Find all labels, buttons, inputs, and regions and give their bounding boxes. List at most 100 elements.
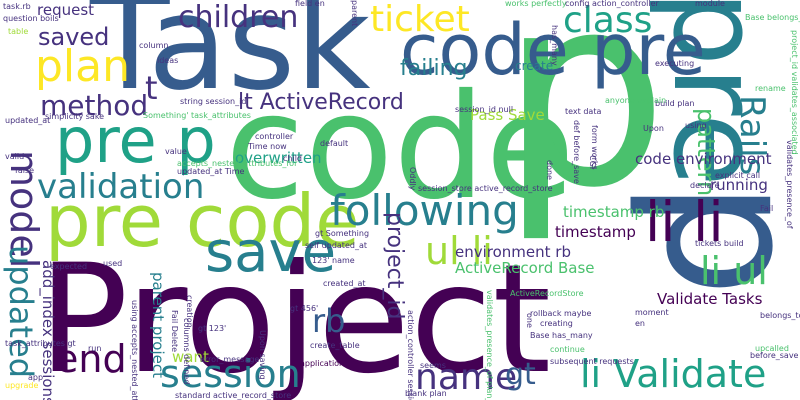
cloud-word: false: [15, 166, 35, 175]
cloud-word: failing: [400, 56, 468, 81]
cloud-word: end: [55, 337, 127, 381]
cloud-word: used: [103, 259, 123, 268]
cloud-word: child: [283, 154, 302, 163]
cloud-word: expected: [50, 262, 88, 271]
cloud-word: error_message: [200, 355, 260, 364]
cloud-word: running: [710, 176, 768, 194]
cloud-word: application: [300, 359, 345, 368]
cloud-word: string session_id: [180, 97, 247, 106]
cloud-word: Validate Tasks: [657, 290, 763, 308]
cloud-word: has_many: [550, 25, 559, 66]
cloud-word: upcalled: [755, 344, 789, 353]
cloud-word: gt 456': [290, 304, 319, 313]
cloud-word: executing: [655, 59, 695, 68]
cloud-word: declare: [690, 181, 720, 190]
cloud-word: def before_save: [572, 120, 581, 184]
cloud-word: name: [415, 357, 518, 398]
cloud-word: model: [2, 150, 46, 269]
cloud-word: tickets build: [695, 239, 744, 248]
cloud-word: 123' name: [312, 256, 355, 265]
cloud-word: session_store active_record_store: [418, 184, 553, 193]
cloud-word: Upon: [643, 124, 664, 133]
cloud-word: build plan: [655, 99, 695, 108]
cloud-word: environment rb: [455, 243, 571, 261]
cloud-word: updated_at Time: [177, 167, 245, 176]
cloud-word: li li: [645, 190, 724, 254]
cloud-word: overwritten: [235, 149, 322, 167]
cloud-word: task.rb: [3, 2, 31, 11]
cloud-word: self updated_at: [305, 241, 367, 250]
cloud-word: upgrade: [5, 381, 39, 390]
cloud-word: Fail: [760, 204, 774, 213]
cloud-word: Something' task_attributes: [143, 111, 251, 120]
cloud-word: plan: [35, 41, 131, 92]
cloud-word: lt ActiveRecord: [238, 90, 404, 115]
cloud-word: seems: [420, 361, 446, 370]
cloud-word: Fail Delete: [170, 310, 179, 353]
cloud-word: want: [172, 348, 209, 366]
cloud-word: method: [40, 89, 149, 122]
cloud-word: moment: [635, 308, 669, 317]
cloud-word: using: [685, 121, 707, 130]
cloud-word: blank plan: [405, 389, 447, 398]
cloud-word: request: [37, 1, 95, 19]
cloud-word: Base belongs_to: [745, 13, 800, 22]
cloud-word: rollback maybe: [530, 309, 592, 318]
cloud-word: pre p: [55, 104, 216, 177]
cloud-word: ActiveRecord Base: [455, 259, 595, 277]
cloud-word: p: [500, 0, 669, 246]
cloud-word: ticket: [370, 0, 470, 40]
cloud-word: config action_controller: [565, 0, 659, 8]
cloud-word: creation: [185, 295, 194, 328]
cloud-word: li ul: [700, 249, 768, 293]
cloud-word: code environment: [635, 150, 772, 168]
cloud-word: parent: [350, 0, 359, 27]
cloud-word: table: [8, 27, 29, 36]
cloud-word: CGI: [588, 155, 597, 170]
cloud-word: run: [88, 344, 102, 353]
cloud-word: children: [178, 0, 299, 35]
cloud-word: rb: [312, 302, 346, 340]
cloud-word: ideas: [157, 56, 179, 65]
cloud-word: Project: [38, 233, 552, 400]
cloud-word: action_controller session_store: [406, 310, 415, 400]
cloud-word: task_attributes gt: [5, 339, 76, 348]
cloud-word: li Validate: [580, 352, 767, 396]
cloud-word: one: [525, 313, 534, 328]
cloud-word: project_id: [382, 212, 407, 320]
cloud-word: Rails: [732, 95, 772, 176]
cloud-word: creating: [540, 319, 573, 328]
cloud-word: code: [225, 63, 575, 232]
cloud-word: validation: [37, 167, 205, 207]
cloud-word: saved: [38, 23, 110, 51]
cloud-word: updated: [2, 245, 40, 379]
cloud-word: validates_presence_of: [785, 140, 794, 229]
cloud-word: ActiveRecordStore: [510, 289, 584, 298]
cloud-word: app: [28, 373, 44, 382]
cloud-word: rename: [755, 84, 786, 93]
cloud-word: column: [139, 41, 169, 50]
cloud-word: timestamp rb: [563, 203, 665, 221]
cloud-word: parent project: [149, 272, 167, 378]
cloud-word: p: [625, 180, 800, 298]
cloud-word: accepts_nested_attributes_for: [177, 159, 298, 168]
cloud-word: timestamp: [555, 223, 636, 241]
cloud-word: valid: [5, 152, 25, 161]
cloud-word: Task: [90, 0, 371, 119]
cloud-word: pre code: [45, 179, 360, 263]
cloud-word: subsequent requests: [550, 357, 634, 366]
cloud-word: created_at: [323, 279, 366, 288]
cloud-word: Pass Save: [470, 106, 545, 124]
cloud-word: following: [330, 186, 519, 235]
cloud-word: add_index sessions: [39, 260, 57, 400]
cloud-word: belongs_to: [760, 311, 800, 320]
cloud-word: create: [515, 59, 554, 73]
cloud-word: code pre: [400, 9, 706, 91]
cloud-word: ul li: [425, 229, 493, 273]
cloud-word: text data: [565, 107, 602, 116]
cloud-word: session: [160, 352, 301, 396]
cloud-word: explicit call: [715, 171, 761, 180]
cloud-word: default: [320, 139, 349, 148]
cloud-word: gt 123': [198, 324, 227, 333]
cloud-word: create_table: [310, 341, 360, 350]
